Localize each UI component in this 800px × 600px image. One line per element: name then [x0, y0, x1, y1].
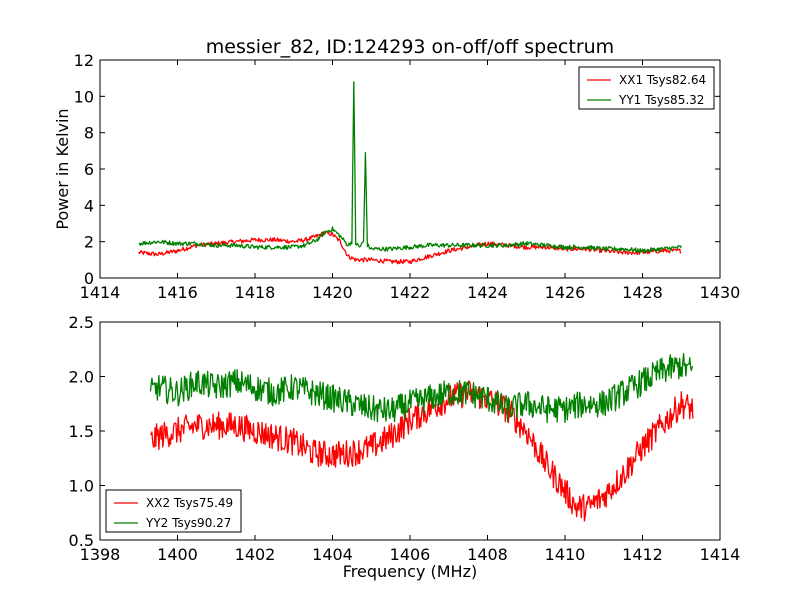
x-tick-label: 1422 — [390, 283, 431, 302]
x-tick-label: 1414 — [80, 283, 121, 302]
top-panel: 1414 1416 1418 1420 1422 1424 1426 1428 1430 0 2 4 6… — [53, 51, 740, 302]
series-line-xx — [149, 380, 694, 522]
legend-box — [105, 489, 242, 533]
x-tick-label: 1426 — [545, 283, 586, 302]
series-line-xx — [138, 230, 682, 265]
x-tick-label: 1428 — [622, 283, 663, 302]
x-tick-label: 1408 — [467, 545, 508, 564]
figure-title: messier_82, ID:124293 on-off/off spectru… — [206, 36, 614, 58]
y-tick-label: 0.5 — [69, 531, 94, 550]
x-tick-label: 1398 — [80, 545, 121, 564]
x-tick-label: 1420 — [312, 283, 353, 302]
y-tick-label: 0 — [84, 269, 94, 288]
x-axis-label: Frequency (MHz) — [343, 562, 477, 581]
y-tick-label: 10 — [74, 87, 94, 106]
legend-label: YY1 Tsys85.32 — [618, 93, 704, 107]
series-line-yy — [138, 81, 682, 254]
x-tick-label: 1418 — [235, 283, 276, 302]
x-tick-label: 1402 — [235, 545, 276, 564]
legend-box — [578, 66, 715, 110]
series-lines — [149, 353, 694, 522]
x-tick-label: 1410 — [545, 545, 586, 564]
y-tick-label: 8 — [84, 124, 94, 143]
x-tick-label: 1412 — [622, 545, 663, 564]
x-tick-label: 1404 — [312, 545, 353, 564]
y-tick-label: 1.5 — [69, 422, 94, 441]
y-tick-label: 6 — [84, 160, 94, 179]
legend-label: XX1 Tsys82.64 — [619, 73, 706, 87]
x-tick-label: 1406 — [390, 545, 431, 564]
legend-label: YY2 Tsys90.27 — [145, 516, 231, 530]
y-tick-label: 4 — [84, 196, 94, 215]
y-tick-label: 1.0 — [69, 477, 94, 496]
x-tick-label: 1430 — [700, 283, 741, 302]
y-tick-label: 2 — [84, 233, 94, 252]
y-tick-label: 2.5 — [69, 313, 94, 332]
y-tick-label: 12 — [74, 51, 94, 70]
y-tick-label: 2.0 — [69, 368, 94, 387]
series-line-yy — [149, 353, 694, 424]
x-tick-label: 1424 — [467, 283, 508, 302]
y-axis-label: Power in Kelvin — [53, 108, 72, 229]
legend-label: XX2 Tsys75.49 — [146, 496, 233, 510]
bottom-panel: 1398 1400 1402 1404 1406 1408 1410 1412 1414 0.5 1… — [69, 313, 741, 581]
x-tick-label: 1414 — [700, 545, 741, 564]
series-lines — [138, 81, 682, 265]
x-tick-label: 1416 — [157, 283, 198, 302]
x-tick-label: 1400 — [157, 545, 198, 564]
